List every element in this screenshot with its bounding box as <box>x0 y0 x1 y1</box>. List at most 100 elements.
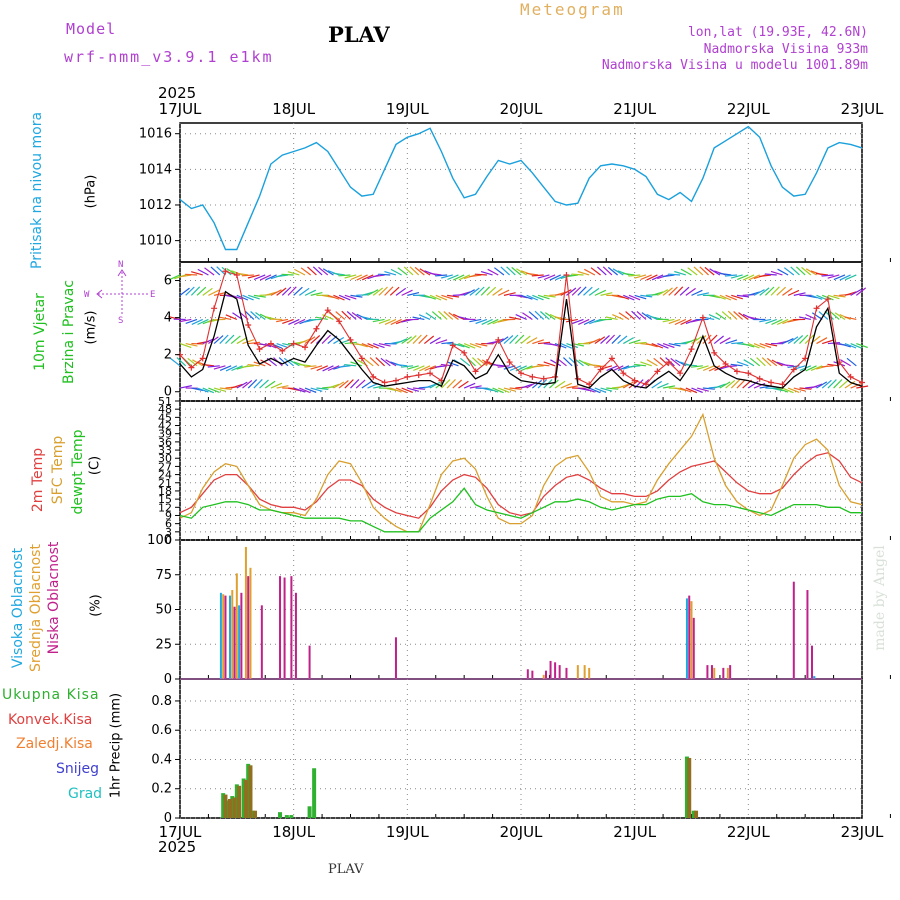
wind-arrow <box>651 380 663 389</box>
wind-arrow <box>259 274 272 281</box>
temp-ytick-label: 30 <box>158 452 172 465</box>
time-label-22jul: 22JUL <box>726 823 770 841</box>
precip-bar <box>284 815 289 818</box>
wind-arrow <box>509 334 519 344</box>
wind-arrow <box>719 272 732 276</box>
wind-arrow <box>702 387 715 390</box>
cloud-bar <box>554 662 557 679</box>
wind-arrow <box>526 272 539 276</box>
wind-arrow <box>657 289 669 296</box>
wind-arrow <box>307 266 317 276</box>
wind-arrow <box>390 387 402 393</box>
wind-arrow <box>810 294 823 300</box>
wind-arrow <box>805 365 817 372</box>
precip-bar <box>248 765 253 818</box>
precip-bar <box>241 778 246 818</box>
cloud-title-2: Srednja Oblacnost <box>28 544 44 672</box>
wind-arrow <box>480 271 493 276</box>
cloud-bar <box>792 581 795 679</box>
wind-arrow <box>798 316 811 321</box>
wind-arrow <box>844 316 857 321</box>
wind-arrow <box>631 310 641 320</box>
wind-arrow <box>397 267 408 276</box>
pressure-ytick-label: 1010 <box>139 234 172 249</box>
cloud-bar <box>588 667 591 679</box>
wind-arrow <box>583 286 593 296</box>
precip-ytick-label: 0.2 <box>151 782 172 797</box>
wind-arrow <box>435 294 448 301</box>
wind-arrow <box>628 339 641 345</box>
wind-arrow <box>821 379 832 389</box>
wind-arrow <box>475 318 488 325</box>
wind-arrow <box>611 334 621 344</box>
wind-arrow <box>344 379 354 389</box>
wind-arrow <box>782 387 794 394</box>
wind-arrow <box>487 268 499 276</box>
wind-arrow <box>219 316 232 321</box>
time-label-19jul: 19JUL <box>385 823 429 841</box>
wind-arrow <box>185 286 195 296</box>
wind-arrow <box>208 336 219 345</box>
wind-arrow <box>316 387 329 390</box>
wind-arrow <box>477 357 488 367</box>
precip-bar <box>687 758 692 818</box>
wind-arrow <box>855 287 867 296</box>
wind-ytick-label: 6 <box>164 274 172 289</box>
wind-arrow <box>856 342 868 349</box>
precip-ytick-label: 0.6 <box>151 723 172 738</box>
wind-arrow <box>315 316 328 321</box>
wind-arrow <box>356 342 368 348</box>
wind-arrow <box>429 294 442 301</box>
wind-arrow <box>361 274 374 281</box>
wind-arrow <box>799 334 809 344</box>
wind-arrow <box>679 286 690 296</box>
wind-arrow <box>219 387 232 390</box>
wind-arrow <box>390 268 402 276</box>
wind-arrow <box>202 387 215 394</box>
wind-arrow <box>816 381 828 389</box>
altitude-label: Nadmorska Visina 933m <box>703 42 868 57</box>
cloud-bar <box>279 576 282 679</box>
wind-arrow <box>634 363 647 367</box>
cloud-bar <box>690 601 693 679</box>
precip-bar <box>691 810 696 818</box>
wind-arrow <box>418 365 431 372</box>
wind-arrow <box>424 383 436 389</box>
wind-arrow <box>721 311 732 320</box>
temp-ytick-label: 51 <box>158 395 172 408</box>
wind-arrow <box>242 339 255 345</box>
wind-arrow <box>795 266 806 276</box>
wind-arrow <box>781 364 794 367</box>
wind-arrow <box>623 337 634 345</box>
wind-arrow <box>543 274 556 281</box>
wind-arrow <box>514 334 525 344</box>
wind-arrow <box>190 286 201 296</box>
wind-arrow <box>600 335 610 344</box>
wind-arrow <box>350 361 363 367</box>
wind-arrow <box>659 357 670 367</box>
wind-arrow <box>617 365 630 371</box>
precip-bar <box>237 785 242 818</box>
wind-arrow <box>299 338 311 345</box>
wind-arrow <box>532 294 544 301</box>
wind-arrow <box>600 387 613 392</box>
wind-arrow <box>298 363 311 367</box>
compass-w: W <box>84 290 90 300</box>
wind-arrow <box>742 342 755 348</box>
wind-arrow <box>498 289 510 296</box>
time-label-20jul: 20JUL <box>499 100 543 118</box>
wind-arrow <box>640 274 652 281</box>
wind-arrow <box>363 357 374 367</box>
wind-arrow <box>213 291 226 296</box>
wind-arrow <box>253 378 263 389</box>
wind-arrow <box>617 335 628 345</box>
wind-arrow <box>634 274 647 279</box>
temp-ytick-label: 6 <box>165 518 172 531</box>
pressure-ytick-label: 1012 <box>139 198 172 213</box>
precip-bar <box>246 763 251 818</box>
cloud-bar <box>545 670 548 679</box>
wind-arrow <box>662 342 675 349</box>
wind-arrow <box>540 311 550 320</box>
wind-arrow <box>622 272 635 276</box>
wind-arrow <box>250 311 260 320</box>
